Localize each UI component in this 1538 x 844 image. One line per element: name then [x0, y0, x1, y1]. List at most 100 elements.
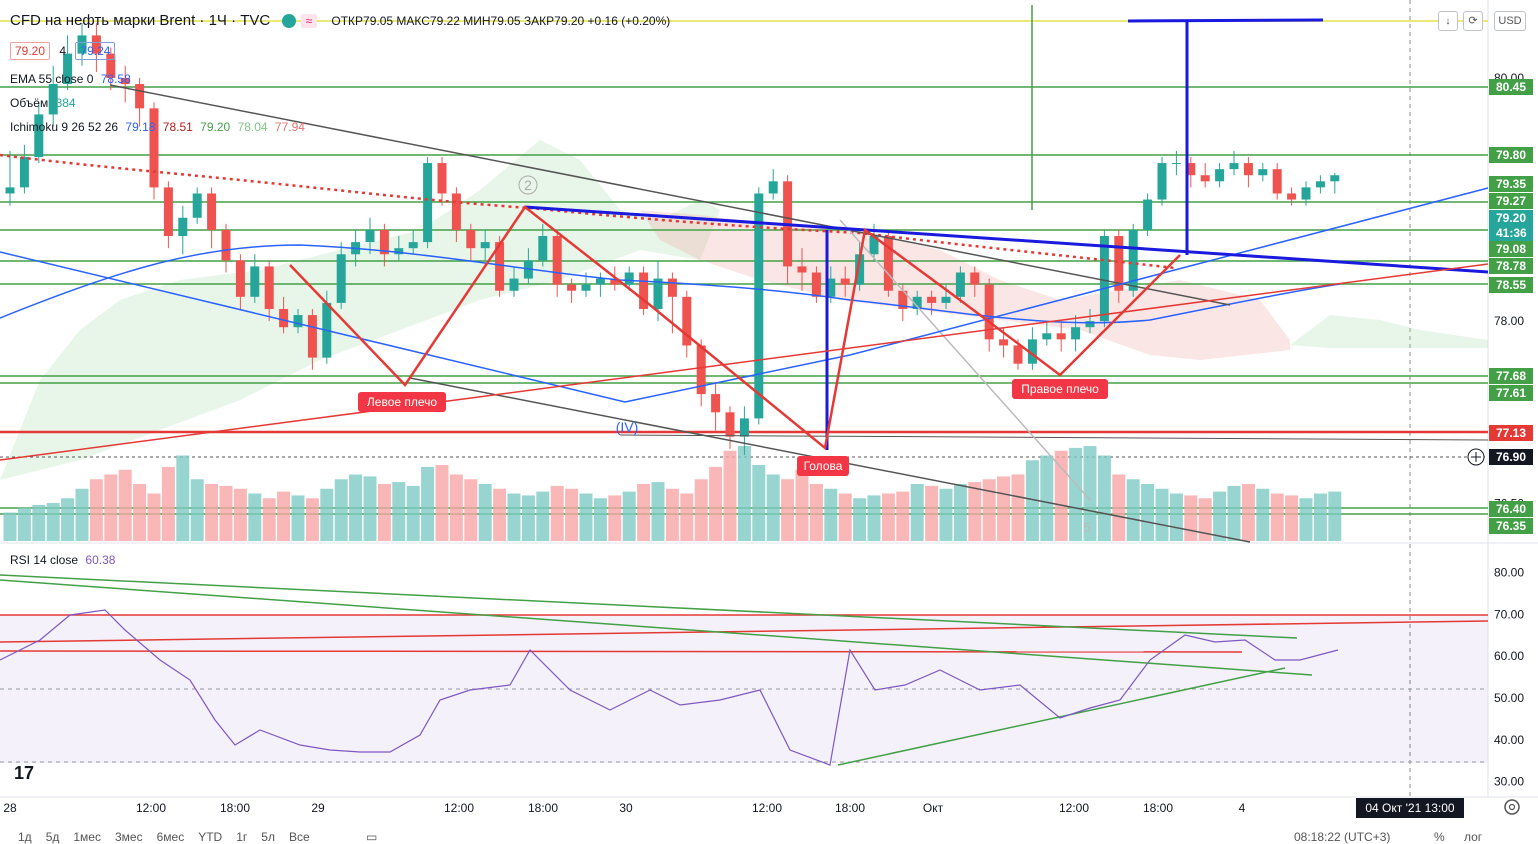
rsi-tick: 60.00 — [1494, 649, 1524, 663]
volume-bar — [968, 482, 982, 541]
range-button[interactable]: 5д — [45, 830, 60, 844]
bid-price[interactable]: 79.20 — [10, 42, 51, 60]
svg-text:78.78: 78.78 — [1496, 259, 1526, 273]
candle — [48, 65, 58, 127]
volume-bar — [809, 484, 823, 541]
range-button[interactable]: 3мес — [114, 830, 143, 844]
volume-bar — [421, 466, 435, 541]
candle — [480, 229, 490, 261]
crosshair-plus-icon[interactable] — [1467, 448, 1485, 466]
symbol-title[interactable]: CFD на нефть марки Brent · 1Ч · TVC — [10, 12, 271, 29]
volume-bar — [46, 503, 60, 541]
candle — [811, 266, 821, 303]
ema-legend[interactable]: EMA 55 close 0 78.58 — [10, 72, 131, 86]
price-level-label: 77.68 — [1489, 368, 1533, 384]
volume-bar — [133, 484, 147, 541]
compare-icon[interactable]: ≈ — [300, 14, 318, 29]
annotation-left-shoulder: Левое плечо — [358, 392, 446, 412]
volume-bar — [320, 488, 334, 541]
candle — [423, 156, 433, 249]
candle — [120, 65, 130, 103]
candle — [1315, 175, 1325, 194]
candle — [955, 266, 965, 303]
candle — [408, 229, 418, 255]
svg-text:80.45: 80.45 — [1496, 80, 1526, 94]
volume-bar — [608, 495, 622, 541]
svg-text:77.68: 77.68 — [1496, 369, 1526, 383]
volume-bar — [248, 493, 262, 541]
svg-text:76.35: 76.35 — [1496, 519, 1526, 533]
candle — [538, 223, 548, 267]
range-button[interactable]: 1д — [18, 830, 32, 844]
volume-bar — [982, 479, 996, 541]
range-button[interactable]: YTD — [198, 830, 223, 844]
candle — [336, 242, 346, 309]
rsi-tick: 30.00 — [1494, 775, 1524, 789]
price-axis[interactable]: 80.0078.0076.5080.4579.8079.3579.2779.20… — [1489, 71, 1533, 534]
volume-bar — [262, 498, 276, 541]
volume-bar — [104, 474, 118, 541]
time-tick: 28 — [3, 801, 17, 815]
volume-bar — [1313, 493, 1327, 541]
volume-bar — [709, 466, 723, 541]
volume-bars — [3, 446, 1342, 541]
ask-price[interactable]: 79.24 — [75, 42, 116, 60]
candle — [192, 187, 202, 224]
percent-toggle[interactable]: % — [1434, 830, 1445, 844]
wave-label-5: 5 — [1083, 520, 1090, 535]
currency-select[interactable]: USD — [1494, 11, 1526, 31]
range-button[interactable]: 6мес — [156, 830, 185, 844]
candle — [1229, 150, 1239, 176]
volume-bar — [1184, 495, 1198, 541]
range-button[interactable]: Все — [288, 830, 310, 844]
svg-text:76.40: 76.40 — [1496, 502, 1526, 516]
price-level-label: 79.35 — [1489, 176, 1533, 192]
indicator-toggle-icon[interactable] — [282, 14, 297, 29]
volume-bar — [694, 479, 708, 541]
price-level-label: 77.13 — [1489, 425, 1533, 441]
volume-bar — [997, 476, 1011, 541]
candle — [1287, 187, 1297, 206]
time-tick: 12:00 — [444, 801, 474, 815]
volume-bar — [1198, 498, 1212, 541]
volume-bar — [277, 491, 291, 541]
candles — [5, 23, 1340, 455]
calendar-icon[interactable]: ▭ — [366, 830, 378, 844]
time-tick: 12:00 — [1059, 801, 1089, 815]
time-tick: 18:00 — [1143, 801, 1173, 815]
rsi-legend[interactable]: RSI 14 close 60.38 — [10, 553, 116, 567]
volume-bar — [334, 479, 348, 541]
candle — [912, 290, 922, 316]
volume-bar — [363, 476, 377, 541]
spread: 4 — [59, 44, 67, 58]
candle — [149, 102, 159, 200]
refresh-icon[interactable]: ⟳ — [1463, 11, 1483, 31]
rsi-axis[interactable]: 80.00 70.00 60.00 50.00 40.00 30.00 — [1494, 566, 1524, 789]
clock-time[interactable]: 08:18:22 (UTC+3) — [1294, 830, 1391, 844]
svg-text:77.61: 77.61 — [1496, 386, 1526, 400]
ichimoku-legend[interactable]: Ichimoku 9 26 52 26 79.18 78.51 79.20 78… — [10, 120, 305, 134]
log-toggle[interactable]: лог — [1464, 830, 1483, 844]
candle — [207, 187, 217, 249]
price-level-label: 78.55 — [1489, 277, 1533, 293]
candle — [5, 150, 15, 206]
gear-icon[interactable] — [1504, 799, 1520, 815]
volume-bar — [1213, 491, 1227, 541]
range-button[interactable]: 5л — [261, 830, 275, 844]
candle — [77, 23, 87, 66]
candle — [1171, 150, 1181, 176]
candle — [307, 308, 317, 370]
arrow-down-icon[interactable]: ↓ — [1438, 11, 1458, 31]
volume-bar — [565, 488, 579, 541]
range-button[interactable]: 1г — [236, 830, 248, 844]
price-level-label: 79.80 — [1489, 147, 1533, 163]
time-axis[interactable]: 28 12:00 18:00 29 12:00 18:00 30 12:00 18:00 Окт 1… — [3, 798, 1464, 818]
volume-legend[interactable]: Объём 384 — [10, 96, 76, 110]
price-level-label: 41:36 — [1489, 225, 1533, 241]
volume-bar — [1040, 455, 1054, 541]
volume-bar — [147, 493, 161, 541]
volume-bar — [881, 493, 895, 541]
range-button[interactable]: 1мес — [73, 830, 101, 844]
candle — [135, 77, 145, 127]
